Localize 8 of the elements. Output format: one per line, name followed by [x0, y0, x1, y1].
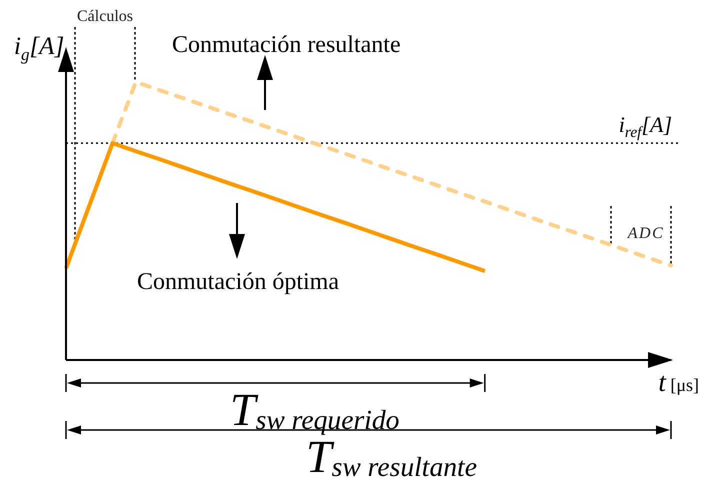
- annotation: Conmutación óptima: [137, 269, 340, 295]
- x-axis-title: t [μs]: [658, 367, 699, 397]
- y-axis-title: i$_{g}$[A]: [14, 33, 64, 64]
- ref-line-label: i$_{ref}$[A]: [618, 112, 672, 141]
- text: Cálculos: [77, 8, 133, 25]
- text: T$_{sw requerido}$: [230, 384, 400, 436]
- annotation: ADC: [626, 225, 664, 242]
- text: Conmutación resultante: [172, 32, 401, 58]
